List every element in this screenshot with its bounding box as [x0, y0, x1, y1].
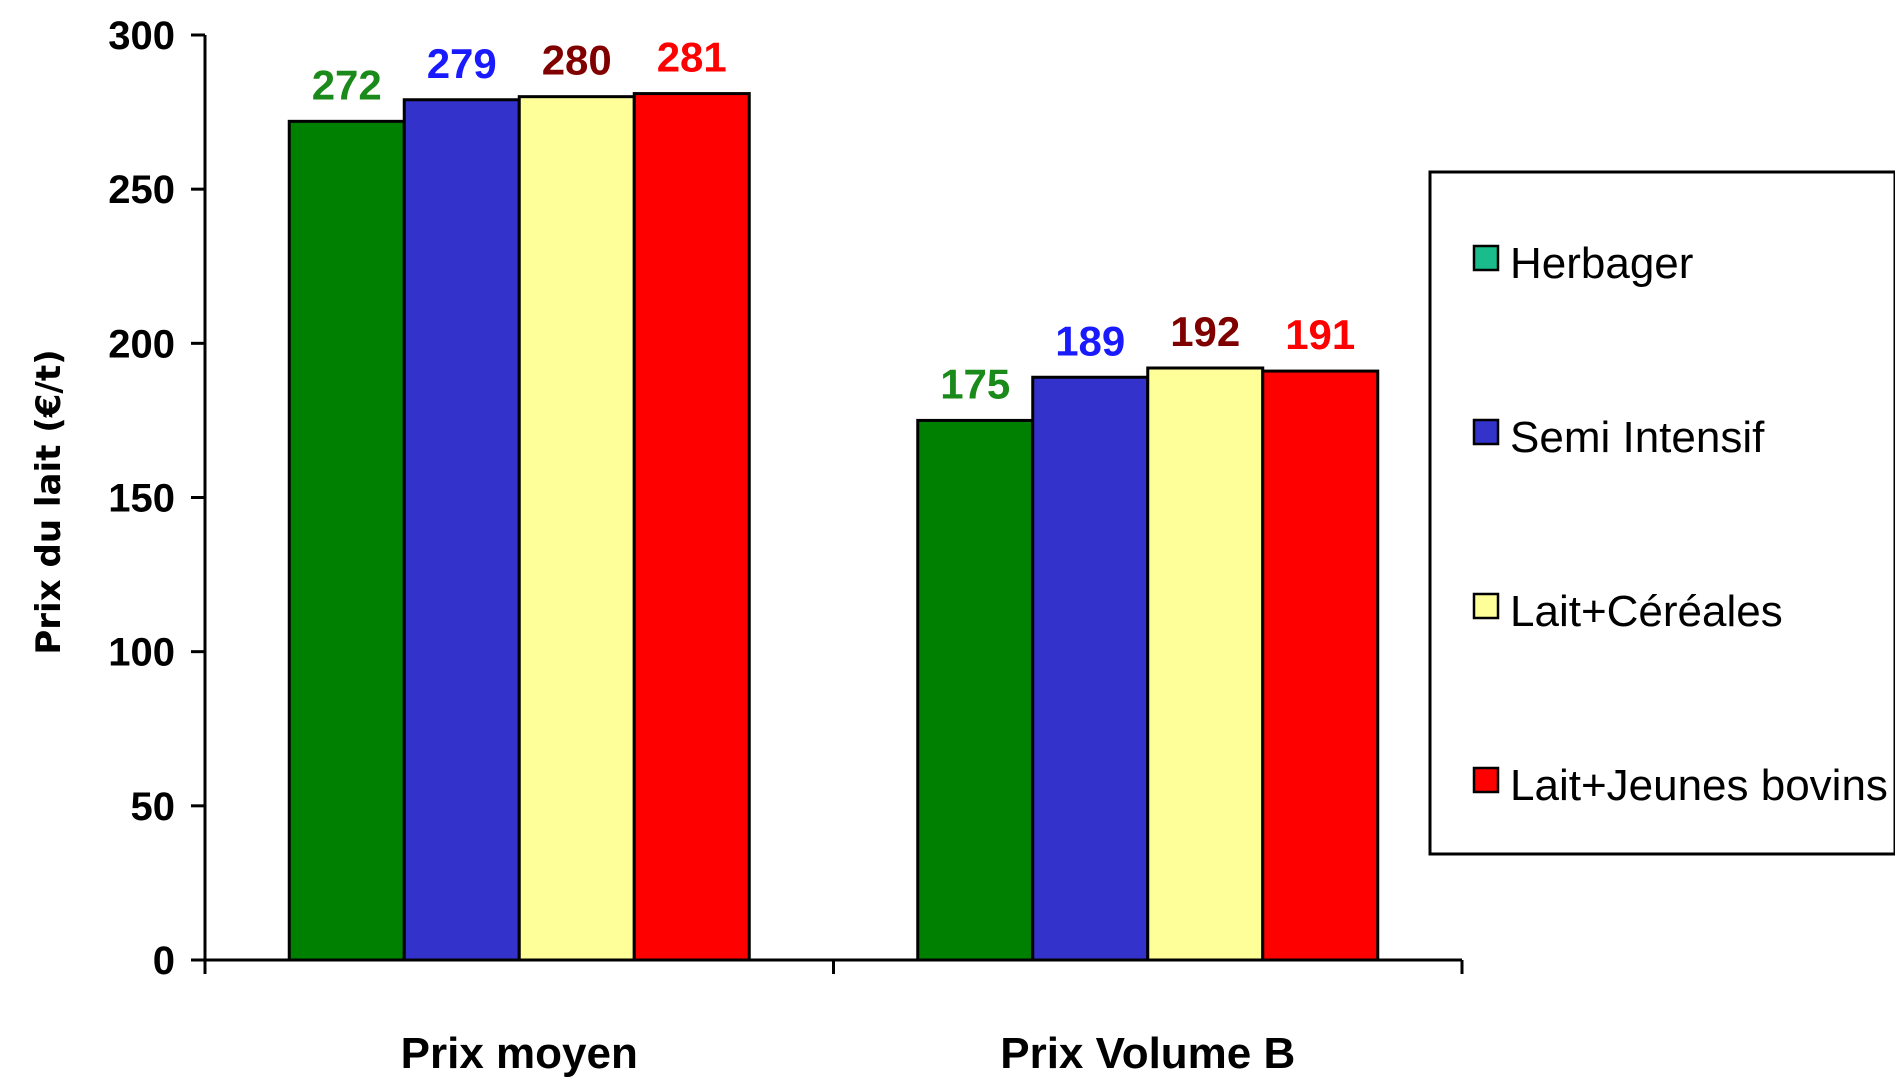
legend-entry: Semi Intensif	[1510, 413, 1765, 462]
bars	[287, 92, 1380, 962]
data-label: 272	[312, 61, 382, 108]
bar	[1261, 369, 1380, 962]
data-label: 192	[1170, 308, 1240, 355]
legend: Herbager Semi Intensif Lait+Céréales Lait+J…	[1428, 170, 1895, 856]
bar	[287, 119, 406, 962]
y-tick-label: 250	[108, 168, 175, 212]
bar	[632, 92, 751, 962]
legend-swatch	[1472, 244, 1500, 272]
legend-entry: Lait+Jeunes bovins	[1510, 761, 1888, 810]
legend-entry: Lait+Céréales	[1510, 587, 1783, 636]
y-tick-label: 50	[131, 785, 176, 829]
y-axis: 0 50 100 150 200 250 300	[108, 14, 207, 983]
data-labels: 272 279 280 281 175 189 192 191	[312, 34, 1356, 408]
y-tick-label: 300	[108, 14, 175, 58]
y-tick-label: 200	[108, 322, 175, 366]
y-tick-label: 150	[108, 477, 175, 521]
category-label: Prix moyen	[401, 1029, 638, 1078]
data-label: 281	[657, 34, 727, 81]
legend-swatch	[1472, 766, 1500, 794]
bar	[1031, 375, 1150, 962]
bar	[916, 418, 1035, 962]
legend-swatch	[1472, 592, 1500, 620]
y-tick-label: 0	[153, 939, 175, 983]
category-label: Prix Volume B	[1000, 1029, 1295, 1078]
x-axis: Prix moyen Prix Volume B	[203, 958, 1464, 1078]
data-label: 175	[940, 360, 1010, 407]
legend-swatch	[1472, 418, 1500, 446]
y-tick-label: 100	[108, 631, 175, 675]
bar	[1146, 366, 1265, 962]
bar	[517, 95, 636, 962]
y-axis-title: Prix du lait (€/t)	[29, 349, 69, 654]
data-label: 191	[1285, 311, 1355, 358]
legend-entry: Herbager	[1510, 239, 1693, 288]
bar	[402, 98, 521, 962]
data-label: 279	[427, 40, 497, 87]
legend-box	[1428, 170, 1895, 856]
data-label: 280	[542, 37, 612, 84]
data-label: 189	[1055, 317, 1125, 364]
